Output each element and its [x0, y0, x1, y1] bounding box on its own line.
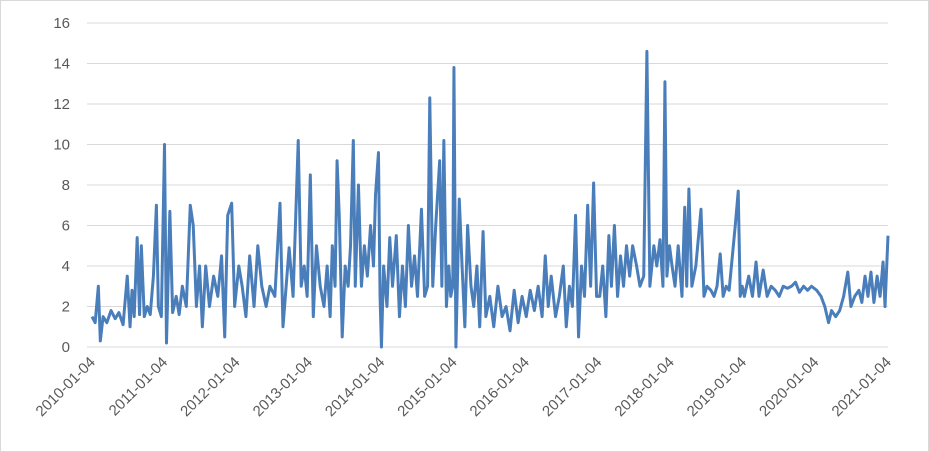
- y-tick-label: 10: [53, 137, 70, 154]
- y-tick-label: 4: [62, 258, 70, 275]
- data-line: [90, 49, 890, 349]
- y-tick-label: 12: [53, 96, 70, 113]
- y-tick-label: 16: [53, 15, 70, 32]
- y-tick-label: 6: [62, 218, 70, 235]
- y-tick-label: 8: [62, 177, 70, 194]
- y-tick-label: 2: [62, 299, 70, 316]
- y-tick-label: 0: [62, 339, 70, 356]
- y-tick-label: 14: [53, 56, 70, 73]
